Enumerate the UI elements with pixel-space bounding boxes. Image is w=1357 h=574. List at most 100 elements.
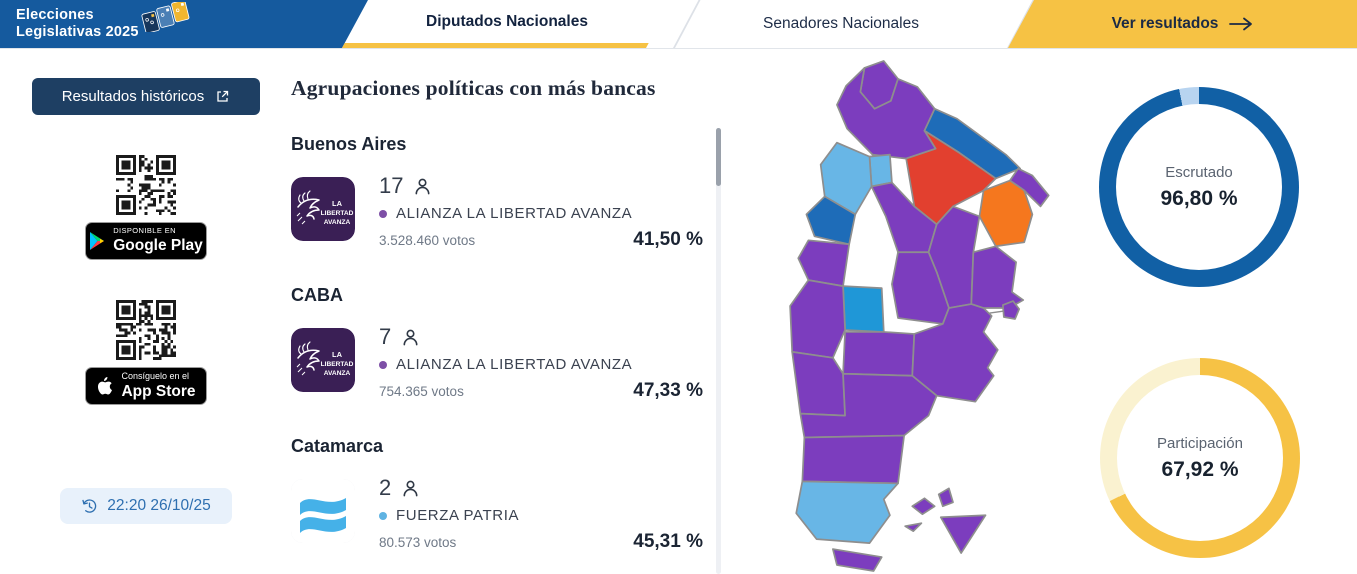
app-store-badge[interactable]: Consíguelo en el App Store	[85, 367, 207, 405]
resultados-historicos-button[interactable]: Resultados históricos	[32, 78, 260, 115]
timestamp-text: 22:20 26/10/25	[107, 497, 211, 514]
argentina-results-map	[783, 56, 1068, 574]
party-name: FUERZA PATRIA	[396, 507, 520, 524]
app-logo: Elecciones Legislativas 2025	[0, 0, 382, 48]
map-province-entre-rios[interactable]	[970, 245, 1025, 309]
escrutado-donut-chart: Escrutado 96,80 %	[1099, 87, 1299, 287]
app-logo-text: Elecciones Legislativas 2025	[16, 7, 139, 41]
map-province-corrientes[interactable]	[978, 179, 1034, 248]
party-color-dot	[379, 209, 387, 218]
escrutado-label: Escrutado	[1165, 163, 1233, 181]
badge-store-name: Google Play	[113, 236, 203, 254]
map-province-buenos-aires[interactable]	[911, 303, 999, 403]
google-play-icon	[90, 232, 105, 250]
result-info: 2 FUERZA PATRIA 80.573 votos 45,31 %	[379, 475, 703, 553]
la-libertad-avanza-logo: LA LIBERTAD AVANZA	[291, 177, 355, 241]
top-header: Elecciones Legislativas 2025	[0, 0, 1357, 49]
tab-label: Senadores Nacionales	[763, 15, 919, 32]
qr-code-google-play	[116, 155, 176, 215]
results-scrollbar-track[interactable]	[716, 128, 721, 574]
vote-percent: 47,33 %	[633, 380, 703, 401]
map-province-santa-cruz[interactable]	[795, 480, 899, 544]
result-row[interactable]: LA LIBERTAD AVANZA 17 ALIANZA LA LIBERTA…	[291, 173, 721, 251]
results-list: Buenos Aires LA LIBERTAD AVANZA 17 ALIAN…	[291, 134, 721, 574]
tab-senadores-nacionales[interactable]: Senadores Nacionales	[676, 0, 1006, 48]
results-panel: Agrupaciones políticas con más bancas Bu…	[291, 48, 721, 574]
result-info: 7 ALIANZA LA LIBERTAD AVANZA 754.365 vot…	[379, 324, 703, 402]
results-scrollbar-thumb[interactable]	[716, 128, 721, 186]
map-province-la-rioja[interactable]	[805, 195, 857, 246]
map-province-la-pampa[interactable]	[842, 331, 916, 377]
ver-resultados-button[interactable]: Ver resultados	[1008, 0, 1357, 48]
svg-text:LA: LA	[332, 350, 343, 359]
external-link-icon	[217, 90, 229, 102]
logo-line1: Elecciones	[16, 6, 94, 23]
votes-line: 754.365 votos 47,33 %	[379, 380, 703, 402]
cta-label: Ver resultados	[1111, 15, 1219, 32]
province-heading: Buenos Aires	[291, 134, 407, 154]
app-store-icon	[98, 377, 113, 395]
result-row[interactable]: 2 FUERZA PATRIA 80.573 votos 45,31 %	[291, 475, 721, 553]
page-title: Agrupaciones políticas con más bancas	[291, 76, 656, 100]
map-province-tierra-del-fuego[interactable]	[832, 548, 883, 572]
result-row[interactable]: LA LIBERTAD AVANZA 7 ALIANZA LA LIBERTAD…	[291, 324, 721, 402]
seats-person-icon	[403, 329, 418, 345]
seats-line: 2	[379, 475, 703, 501]
svg-text:LA: LA	[332, 199, 343, 208]
map-province-mendoza[interactable]	[789, 279, 846, 359]
seats-person-icon	[416, 178, 430, 194]
escrutado-value: 96,80 %	[1160, 186, 1238, 210]
vote-percent: 45,31 %	[633, 531, 703, 552]
svg-text:LIBERTAD: LIBERTAD	[321, 210, 354, 217]
participacion-label: Participación	[1157, 434, 1243, 452]
google-play-badge[interactable]: DISPONIBLE EN Google Play	[85, 222, 207, 260]
party-name: ALIANZA LA LIBERTAD AVANZA	[396, 205, 633, 222]
historic-button-label: Resultados históricos	[61, 88, 205, 105]
update-time-icon	[82, 498, 97, 513]
tab-diputados-nacionales[interactable]: Diputados Nacionales	[342, 0, 672, 48]
badge-store-name: App Store	[121, 382, 196, 400]
map-province-caba[interactable]	[1001, 300, 1021, 320]
votes-count: 754.365 votos	[379, 384, 464, 399]
party-name: ALIANZA LA LIBERTAD AVANZA	[396, 356, 633, 373]
map-province-antartida[interactable]	[904, 514, 987, 554]
svg-text:AVANZA: AVANZA	[324, 370, 351, 377]
votes-line: 80.573 votos 45,31 %	[379, 531, 703, 553]
svg-text:AVANZA: AVANZA	[324, 219, 351, 226]
votes-line: 3.528.460 votos 41,50 %	[379, 229, 703, 251]
seats-count: 2	[379, 475, 392, 500]
votes-count: 80.573 votos	[379, 535, 457, 550]
participacion-value: 67,92 %	[1161, 457, 1239, 481]
map-province-chubut[interactable]	[801, 434, 905, 485]
participacion-donut-chart: Participación 67,92 %	[1100, 358, 1300, 558]
fuerza-patria-logo	[291, 479, 355, 543]
donut-center: Participación 67,92 %	[1117, 375, 1283, 541]
party-line: ALIANZA LA LIBERTAD AVANZA	[379, 205, 703, 222]
party-logo	[291, 479, 355, 543]
province-section: Catamarca 2 FUERZA PATRIA 80.573 votos 4…	[291, 436, 721, 553]
party-line: FUERZA PATRIA	[379, 507, 703, 524]
map-province-san-luis[interactable]	[842, 285, 885, 333]
seats-person-icon	[403, 480, 418, 496]
map-province-islas-malvinas[interactable]	[911, 487, 954, 516]
province-heading: CABA	[291, 285, 343, 305]
logo-line2: Legislativas 2025	[16, 24, 139, 40]
party-logo: LA LIBERTAD AVANZA	[291, 328, 355, 392]
seats-line: 17	[379, 173, 703, 199]
badge-top-text: DISPONIBLE EN	[113, 226, 176, 236]
cta-arrow-icon	[1229, 17, 1253, 31]
donut-center: Escrutado 96,80 %	[1116, 104, 1282, 270]
party-logo: LA LIBERTAD AVANZA	[291, 177, 355, 241]
result-info: 17 ALIANZA LA LIBERTAD AVANZA 3.528.460 …	[379, 173, 703, 251]
province-section: CABA LA LIBERTAD AVANZA 7 ALIANZA LA LIB…	[291, 285, 721, 402]
map-province-neuquen[interactable]	[791, 351, 846, 417]
seats-count: 7	[379, 324, 392, 349]
badge-top-text: Consíguelo en el	[121, 370, 190, 381]
seats-line: 7	[379, 324, 703, 350]
ballot-boxes-icon	[141, 2, 190, 32]
map-province-tucuman[interactable]	[868, 153, 893, 188]
province-section: Buenos Aires LA LIBERTAD AVANZA 17 ALIAN…	[291, 134, 721, 251]
map-province-san-juan[interactable]	[797, 239, 851, 287]
seats-count: 17	[379, 173, 404, 198]
